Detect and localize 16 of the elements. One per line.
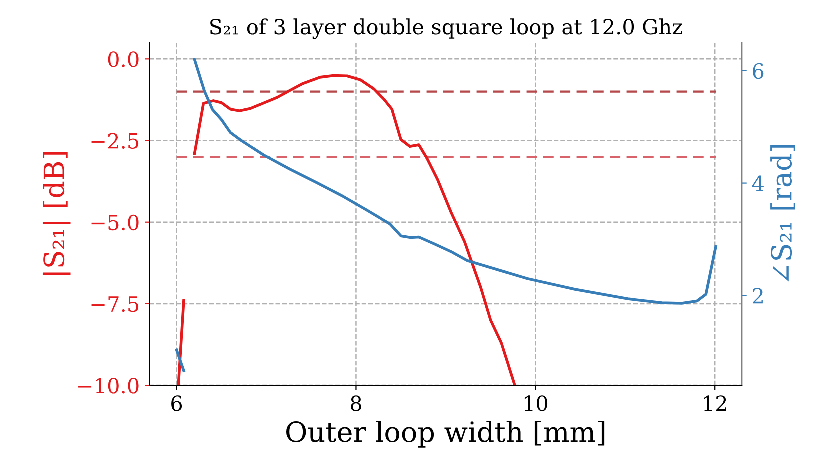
- y-tick-label: 0.0: [108, 52, 139, 68]
- y-tick-label: −10.0: [78, 378, 139, 394]
- y-tick-label: −7.5: [92, 296, 139, 312]
- y-axis-title: |S₂₁| [dB]: [42, 152, 71, 275]
- x-axis-title: Outer loop width [mm]: [286, 421, 605, 448]
- y-tick-label: −2.5: [92, 133, 139, 149]
- y2-tick-label: 4: [752, 176, 764, 192]
- x-tick-label: 10: [524, 396, 548, 412]
- y2-tick-label: 6: [753, 63, 764, 80]
- x-tick-label: 12: [704, 396, 726, 412]
- y2-tick-label: 2: [753, 288, 763, 304]
- x-tick-label: 6: [172, 396, 182, 412]
- x-tick-label: 8: [350, 396, 362, 412]
- y-tick-label: −5.0: [92, 214, 139, 231]
- chart-title: S₂₁ of 3 layer double square loop at 12.0 Ghz: [210, 18, 682, 40]
- y2-axis-title: ∠S₂₁ [rad]: [770, 145, 796, 282]
